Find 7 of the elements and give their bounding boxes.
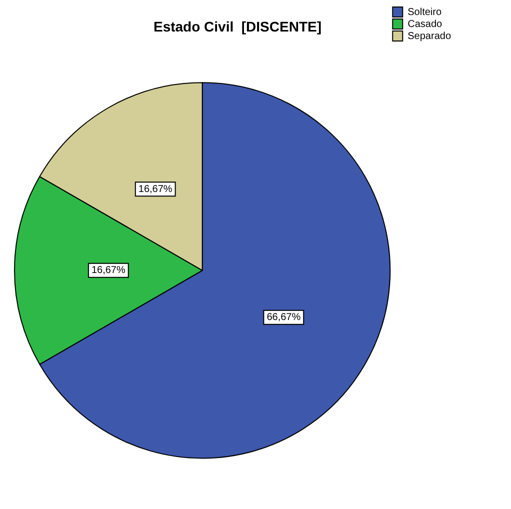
text: Estado Civil [DISCENTE] <box>153 18 322 34</box>
legend-label: Solteiro <box>408 6 442 18</box>
data-label: 16,67% <box>138 184 172 195</box>
legend-label: Casado <box>408 18 443 30</box>
data-label: 16,67% <box>91 265 126 276</box>
data-label: 66,67% <box>266 312 301 324</box>
legend-label: Separado <box>408 30 452 42</box>
